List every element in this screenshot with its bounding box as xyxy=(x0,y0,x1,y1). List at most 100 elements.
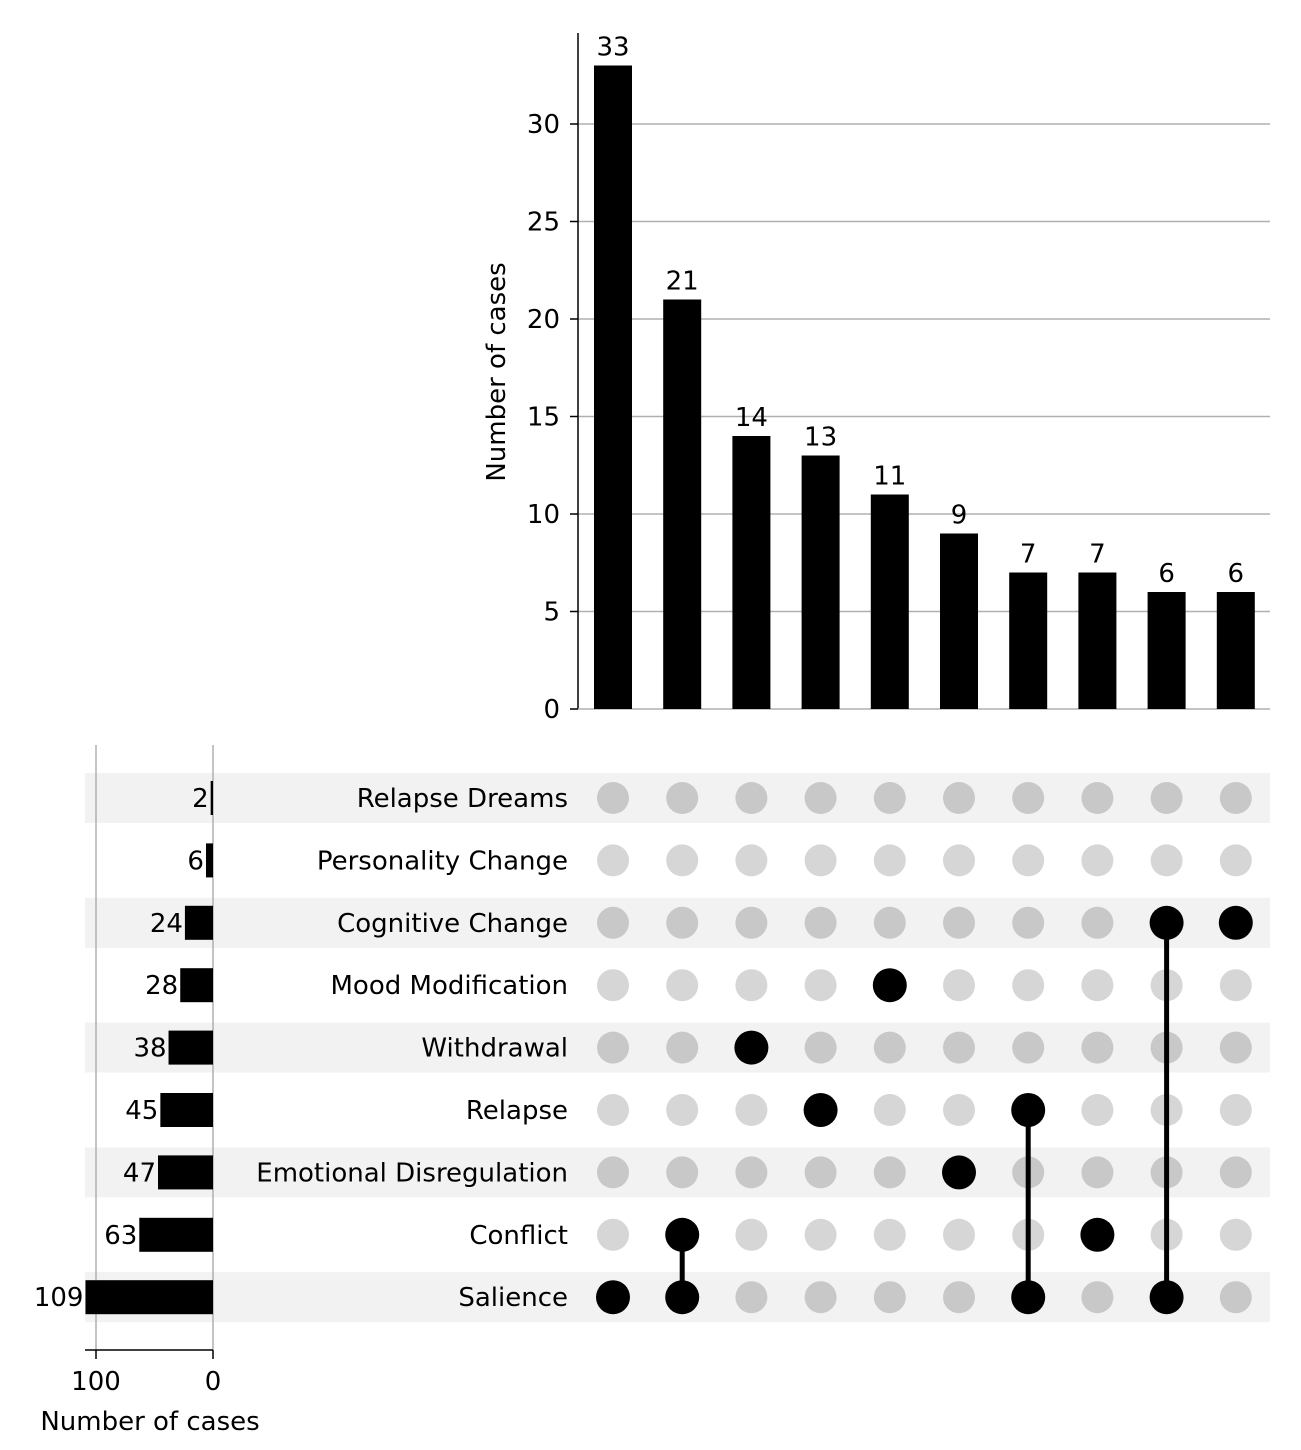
set-label: Emotional Disregulation xyxy=(256,1158,568,1188)
inactive-dot xyxy=(597,1156,629,1189)
inactive-dot xyxy=(735,1218,768,1251)
y-axis-label: Number of cases xyxy=(482,262,512,481)
inactive-dot xyxy=(1081,844,1114,877)
intersection-bar xyxy=(1216,592,1255,709)
set-size-label: 24 xyxy=(150,909,183,939)
set-size-bar xyxy=(158,1155,213,1190)
inactive-dot xyxy=(873,1218,906,1251)
inactive-dot xyxy=(735,1094,768,1126)
inactive-dot xyxy=(804,782,837,814)
inactive-dot xyxy=(666,1156,699,1189)
inactive-dot xyxy=(666,844,699,877)
bar-value-label: 9 xyxy=(951,501,968,531)
inactive-dot xyxy=(597,1031,629,1064)
inactive-dot xyxy=(804,1281,837,1314)
inactive-dot xyxy=(1219,782,1252,814)
bar-value-label: 7 xyxy=(1020,540,1037,570)
inactive-dot xyxy=(597,782,629,814)
inactive-dot xyxy=(735,969,768,1002)
inactive-dot xyxy=(1219,1156,1252,1189)
bar-value-label: 6 xyxy=(1158,559,1175,589)
inactive-dot xyxy=(597,969,629,1002)
y-tick-label: 10 xyxy=(527,500,560,530)
inactive-dot xyxy=(666,782,699,814)
inactive-dot xyxy=(943,1218,975,1251)
set-size-bar-chart: 2 6 24 28 38 45 47 63 109 100 0 xyxy=(34,745,221,1397)
active-dot xyxy=(1080,1217,1115,1252)
inactive-dot xyxy=(1012,1031,1045,1064)
set-size-bar xyxy=(205,843,213,878)
inactive-dot xyxy=(1081,1094,1114,1126)
bar-value-label: 21 xyxy=(666,267,699,297)
inactive-dot xyxy=(1219,1218,1252,1251)
active-dot xyxy=(1011,1280,1046,1315)
inactive-dot xyxy=(1150,844,1183,877)
set-size-bar xyxy=(210,781,213,815)
inactive-dot xyxy=(943,844,975,877)
inactive-dot xyxy=(735,1156,768,1189)
set-size-axis-label: Number of cases xyxy=(40,1407,259,1437)
intersection-bar xyxy=(732,436,771,709)
set-size-label: 47 xyxy=(123,1158,156,1188)
active-dot xyxy=(942,1155,976,1190)
intersection-bar xyxy=(801,455,840,709)
inactive-dot xyxy=(873,1031,906,1064)
inactive-dot xyxy=(804,906,837,939)
y-tick-label: 0 xyxy=(543,695,560,725)
set-size-bar xyxy=(180,968,213,1003)
inactive-dot xyxy=(666,969,699,1002)
active-dot xyxy=(596,1280,630,1315)
x-tick-label: 0 xyxy=(205,1367,222,1397)
inactive-dot xyxy=(666,1031,699,1064)
set-label: Relapse Dreams xyxy=(357,784,568,814)
inactive-dot xyxy=(804,1031,837,1064)
intersection-bar xyxy=(663,299,702,709)
inactive-dot xyxy=(1219,844,1252,877)
inactive-dot xyxy=(1012,782,1045,814)
set-size-label: 63 xyxy=(104,1221,137,1251)
inactive-dot xyxy=(804,1156,837,1189)
active-dot xyxy=(665,1217,700,1252)
set-size-label: 109 xyxy=(34,1283,84,1313)
set-label: Salience xyxy=(458,1283,568,1313)
inactive-dot xyxy=(1012,844,1045,877)
intersection-bar xyxy=(940,533,978,709)
set-label: Personality Change xyxy=(317,846,568,876)
inactive-dot xyxy=(597,906,629,939)
inactive-dot xyxy=(1081,1281,1114,1314)
bar-value-label: 11 xyxy=(873,462,906,492)
inactive-dot xyxy=(1081,1156,1114,1189)
set-size-label: 38 xyxy=(133,1034,166,1064)
y-tick-label: 15 xyxy=(527,403,560,433)
inactive-dot xyxy=(735,782,768,814)
inactive-dot xyxy=(1219,969,1252,1002)
inactive-dot xyxy=(873,906,906,939)
inactive-dot xyxy=(1081,969,1114,1002)
set-size-bar xyxy=(184,905,213,940)
set-label: Cognitive Change xyxy=(337,909,568,939)
intersection-bar xyxy=(594,65,632,709)
inactive-dot xyxy=(943,1281,975,1314)
inactive-dot xyxy=(666,1094,699,1126)
inactive-dot xyxy=(735,906,768,939)
inactive-dot xyxy=(597,1094,629,1126)
inactive-dot xyxy=(597,844,629,877)
set-size-label: 6 xyxy=(187,846,204,876)
active-dot xyxy=(803,1093,838,1127)
bar-value-label: 14 xyxy=(735,403,768,433)
inactive-dot xyxy=(666,906,699,939)
inactive-dot xyxy=(1081,1031,1114,1064)
inactive-dot xyxy=(804,969,837,1002)
active-dot xyxy=(872,968,907,1003)
active-dot xyxy=(1149,905,1184,940)
set-label: Withdrawal xyxy=(421,1034,568,1064)
set-size-label: 45 xyxy=(125,1096,158,1126)
inactive-dot xyxy=(735,844,768,877)
y-tick-label: 25 xyxy=(527,208,560,238)
set-label: Conflict xyxy=(469,1221,568,1251)
inactive-dot xyxy=(943,969,975,1002)
inactive-dot xyxy=(804,844,837,877)
active-dot xyxy=(1149,1280,1184,1315)
inactive-dot xyxy=(597,1218,629,1251)
